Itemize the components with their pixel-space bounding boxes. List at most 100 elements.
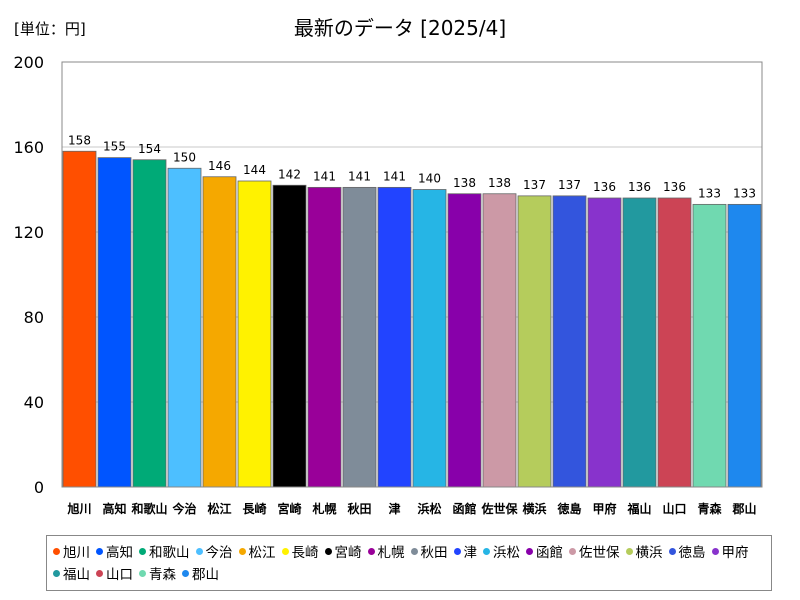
legend-label: 長崎 [291,545,319,561]
legend-item: 青森 [139,562,176,584]
legend-marker-icon [569,547,576,555]
legend-item: 和歌山 [139,540,190,562]
bar [97,157,132,488]
x-tick-label: 横浜 [522,501,546,516]
bar [587,197,622,488]
data-label: 155 [103,140,126,154]
bar [692,203,727,488]
x-tick-label: 函館 [452,501,476,516]
legend-label: 青森 [149,567,176,583]
legend-marker-icon [53,569,60,577]
x-tick-label: 青森 [697,501,722,516]
x-tick-label: 旭川 [66,501,91,516]
legend-item: 旭川 [53,540,90,562]
data-label: 141 [348,169,371,183]
bar [237,180,272,488]
legend-label: 横浜 [635,545,663,561]
legend-label: 宮崎 [334,545,362,561]
x-tick-label: 高知 [102,501,126,516]
legend-item: 宮崎 [324,540,362,562]
legend-item: 高知 [96,540,133,562]
legend-label: 和歌山 [149,545,190,561]
legend-marker-icon [711,547,719,555]
legend-marker-icon [96,569,103,577]
x-tick-label: 札幌 [311,501,336,516]
legend-label: 福山 [63,567,90,583]
x-tick-label: 和歌山 [130,501,167,516]
x-tick-label: 徳島 [556,501,581,516]
bar [412,189,447,488]
legend-label: 郡山 [192,567,219,583]
bar [62,150,97,488]
legend-marker-icon [238,547,246,555]
legend-item: 横浜 [625,540,663,562]
bar [167,167,202,488]
legend-item: 山口 [96,562,133,584]
data-label: 142 [278,167,301,181]
legend-marker-icon [453,547,461,555]
y-tick-label: 80 [24,308,44,327]
legend-marker-icon [367,547,375,555]
x-tick-label: 松江 [207,501,231,516]
data-label: 137 [558,178,581,192]
legend-marker-icon [139,569,146,577]
data-label: 138 [453,176,476,190]
y-tick-label: 0 [34,478,44,497]
y-tick-label: 120 [13,223,44,242]
bar [447,193,482,488]
plot-border [61,61,763,488]
legend-item: 佐世保 [569,540,620,562]
bar [552,195,587,488]
legend-label: 今治 [205,545,233,561]
unit-label: [単位：円] [14,20,86,38]
bar [517,195,552,488]
x-tick-label: 長崎 [242,501,266,516]
data-label: 138 [488,176,511,190]
data-label: 140 [418,172,441,186]
data-label: 136 [628,180,651,194]
legend-marker-icon [625,547,633,555]
legend-label: 高知 [106,545,133,561]
legend-label: 旭川 [63,545,90,561]
x-tick-label: 山口 [662,501,686,516]
x-tick-label: 宮崎 [277,501,301,516]
x-tick-label: 甲府 [592,501,616,516]
bar [307,186,342,488]
legend-item: 徳島 [668,540,706,562]
data-label: 146 [208,159,231,173]
y-tick-label: 160 [13,138,44,157]
data-label: 150 [173,150,196,164]
bar [622,197,657,488]
legend-marker-icon [96,547,103,555]
legend-item: 札幌 [367,540,405,562]
x-tick-label: 秋田 [347,501,371,516]
legend-label: 松江 [248,545,276,561]
legend-label: 津 [463,545,478,561]
legend-label: 山口 [106,567,133,583]
y-tick-label: 40 [24,393,44,412]
bar [132,159,167,488]
legend-marker-icon [483,547,490,555]
bar [377,186,412,488]
legend-item: 甲府 [711,540,749,562]
bar [657,197,692,488]
legend-item: 浜松 [483,540,520,562]
bar [342,186,377,488]
bar [482,193,517,488]
legend-marker-icon [195,547,203,555]
x-tick-label: 浜松 [417,501,441,516]
bar [727,203,762,488]
legend-item: 松江 [238,540,276,562]
legend-label: 札幌 [377,545,405,561]
data-label: 137 [523,178,546,192]
legend-marker-icon [182,569,189,577]
legend-marker-icon [526,547,533,555]
data-label: 136 [663,180,686,194]
legend-marker-icon [139,547,146,555]
legend-label: 甲府 [721,545,749,561]
data-label: 158 [68,133,91,147]
data-label: 133 [733,186,756,200]
legend-item: 福山 [53,562,90,584]
legend-item: 長崎 [281,540,319,562]
bar-chart: 0 40 80 120 160 200 158 旭川 155 高知 154 和歌山 150 今治 146 松江… [13,53,763,516]
